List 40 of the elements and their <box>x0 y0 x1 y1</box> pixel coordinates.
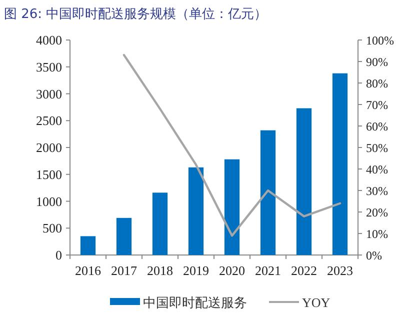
legend-label: YOY <box>302 295 331 310</box>
bar <box>116 218 132 255</box>
x-tick-label: 2019 <box>183 263 209 278</box>
line-series <box>122 54 342 237</box>
y2-tick-label: 10% <box>366 227 388 241</box>
y2-tick-label: 40% <box>366 162 388 176</box>
y2-tick-label: 60% <box>366 120 388 134</box>
y-tick-label: 500 <box>42 220 62 236</box>
chart-title: 图 26: 中国即时配送服务规模（单位：亿元） <box>4 7 268 22</box>
bar <box>188 167 204 255</box>
y2-tick-label: 30% <box>366 184 388 198</box>
y-tick-label: 1000 <box>36 194 62 209</box>
y-tick-label: 4000 <box>36 32 62 48</box>
x-tick-label: 2016 <box>75 263 102 278</box>
bar <box>80 236 96 255</box>
x-tick-label: 2022 <box>291 263 317 278</box>
y2-tick-label: 50% <box>366 141 388 155</box>
bar <box>260 130 276 255</box>
x-tick-label: 2017 <box>111 263 138 278</box>
x-tick-label: 2023 <box>327 263 353 278</box>
bar <box>296 108 312 255</box>
bar <box>332 73 348 255</box>
bar <box>224 159 240 255</box>
bar <box>152 192 168 255</box>
y-tick-label: 2000 <box>36 140 62 155</box>
y2-tick-label: 100% <box>366 34 394 48</box>
x-tick-label: 2020 <box>219 263 245 278</box>
y2-tick-label: 20% <box>366 206 388 220</box>
x-tick-label: 2021 <box>255 263 281 278</box>
y-tick-label: 2500 <box>36 113 62 128</box>
y-tick-label: 1500 <box>36 166 62 182</box>
y-tick-label: 3000 <box>36 86 62 102</box>
y2-tick-label: 0% <box>366 248 382 262</box>
y2-tick-label: 90% <box>366 55 388 69</box>
y-tick-label: 3500 <box>36 59 62 74</box>
y2-tick-label: 80% <box>366 76 388 90</box>
x-tick-label: 2018 <box>147 263 173 278</box>
legend-label: 中国即时配送服务 <box>143 295 247 310</box>
y-tick-label: 0 <box>56 248 62 262</box>
y2-tick-label: 70% <box>366 98 388 112</box>
